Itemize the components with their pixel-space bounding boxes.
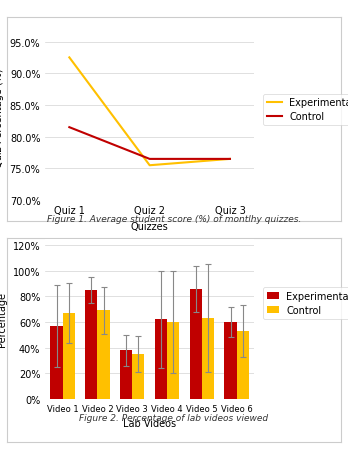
Y-axis label: Percentage: Percentage bbox=[0, 292, 7, 346]
Bar bbox=[167, 322, 179, 399]
Control bbox=[228, 157, 232, 162]
Legend: Experimental, Control: Experimental, Control bbox=[263, 94, 348, 126]
Legend: Experimental, Control: Experimental, Control bbox=[263, 287, 348, 319]
Bar bbox=[97, 311, 110, 399]
Control bbox=[148, 157, 152, 162]
Bar bbox=[237, 331, 249, 399]
Bar bbox=[50, 326, 63, 399]
Experimental bbox=[67, 55, 71, 61]
X-axis label: Quizzes: Quizzes bbox=[131, 221, 168, 231]
Line: Control: Control bbox=[69, 128, 230, 160]
Experimental bbox=[228, 157, 232, 162]
Line: Experimental: Experimental bbox=[69, 58, 230, 166]
Experimental bbox=[148, 163, 152, 169]
Bar bbox=[85, 290, 97, 399]
Bar bbox=[63, 313, 75, 399]
Control bbox=[67, 125, 71, 131]
Bar bbox=[202, 318, 214, 399]
X-axis label: Lab Videos: Lab Videos bbox=[123, 419, 176, 428]
Bar bbox=[155, 320, 167, 399]
Bar bbox=[224, 322, 237, 399]
Text: Figure 1. Average student score (%) of montlhy quizzes.: Figure 1. Average student score (%) of m… bbox=[47, 215, 301, 224]
Bar bbox=[120, 350, 132, 399]
Y-axis label: Quiz Percentage (%): Quiz Percentage (%) bbox=[0, 69, 4, 168]
Text: Figure 2. Percentage of lab videos viewed: Figure 2. Percentage of lab videos viewe… bbox=[79, 413, 269, 422]
Bar bbox=[190, 289, 202, 399]
Bar bbox=[132, 354, 144, 399]
